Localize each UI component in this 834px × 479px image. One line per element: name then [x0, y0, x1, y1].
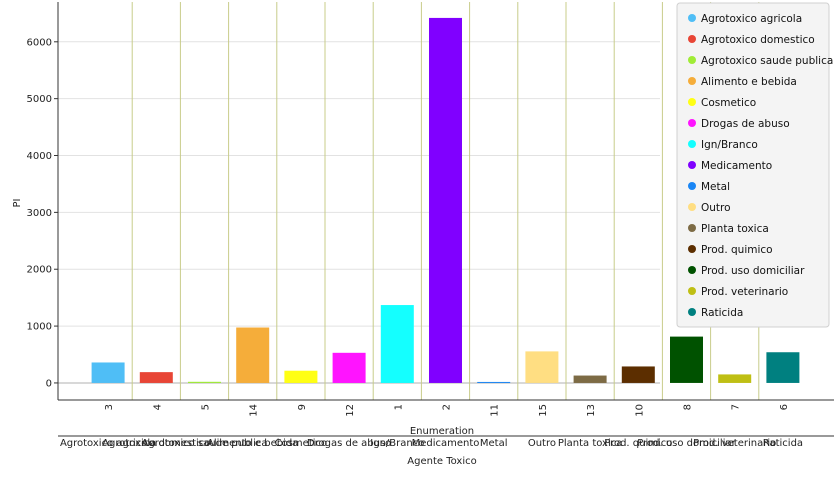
category-tick-label: Alimento e bebida — [207, 438, 298, 449]
legend-label: Agrotoxico agricola — [701, 13, 802, 25]
legend-swatch — [688, 224, 696, 232]
legend-label: Prod. quimico — [701, 244, 773, 256]
category-tick-label: Prod. veterinario — [693, 438, 776, 449]
category-tick-label: Cosmetico — [275, 438, 328, 449]
y-tick-label: 1000 — [27, 322, 52, 333]
legend-swatch — [688, 77, 696, 85]
legend-label: Metal — [701, 181, 730, 193]
legend-label: Ign/Branco — [701, 139, 758, 151]
legend: Agrotoxico agricola Agrotoxico domestico A… — [676, 2, 833, 328]
y-axis-label: PI — [12, 199, 23, 208]
bar-metal — [477, 381, 511, 383]
legend-label: Medicamento — [701, 160, 772, 172]
legend-swatch — [688, 14, 696, 22]
category-tick-label: Outro — [528, 438, 556, 449]
enumeration-tick-label: 6 — [779, 404, 790, 410]
bar-prod-uso-domiciliar — [670, 336, 703, 383]
legend-items: Agrotoxico agricola Agrotoxico domestico A… — [688, 13, 833, 319]
y-tick-label: 5000 — [27, 94, 52, 105]
legend-label: Agrotoxico saude publica — [701, 55, 833, 67]
category-tick-label: Ign/Branco — [370, 438, 424, 449]
legend-label: Prod. uso domiciliar — [701, 265, 805, 277]
enumeration-tick-label: 2 — [442, 404, 453, 410]
legend-box — [676, 2, 830, 328]
legend-label: Cosmetico — [701, 97, 756, 109]
enumeration-tick-labels: 3 4 5 14 9 12 1 2 11 15 13 10 8 7 6 — [104, 404, 790, 417]
enumeration-tick-label: 8 — [683, 404, 694, 410]
enumeration-tick-label: 7 — [731, 404, 742, 410]
category-tick-label: Drogas de abuso — [307, 438, 391, 449]
legend-label: Drogas de abuso — [701, 118, 790, 130]
bar-ign-branco — [380, 305, 414, 383]
enumeration-tick-label: 12 — [345, 404, 356, 417]
bar-agrotoxico-agricola — [91, 362, 125, 383]
legend-label: Agrotoxico domestico — [701, 34, 815, 46]
bar-raticida — [766, 352, 800, 383]
category-tick-label: Prod. uso domiciliar — [637, 438, 736, 449]
bar-alimento-e-bebida — [236, 327, 270, 383]
enumeration-tick-label: 14 — [249, 404, 260, 417]
legend-label: Raticida — [701, 307, 743, 319]
category-tick-label: Raticida — [763, 438, 803, 449]
legend-swatch — [688, 119, 696, 127]
bar-agrotoxico-domestico — [139, 372, 173, 383]
legend-swatch — [688, 161, 696, 169]
y-tick-label: 2000 — [27, 265, 52, 276]
enumeration-tick-label: 1 — [393, 404, 404, 410]
category-tick-label: Metal — [480, 438, 508, 449]
legend-swatch — [688, 35, 696, 43]
enumeration-tick-label: 10 — [634, 404, 645, 417]
legend-swatch — [688, 266, 696, 274]
enumeration-tick-label: 9 — [297, 404, 308, 410]
category-tick-label: Planta toxica — [558, 438, 623, 449]
legend-swatch — [688, 308, 696, 316]
enumeration-tick-label: 5 — [201, 404, 212, 410]
axes — [57, 2, 834, 437]
category-tick-label: Agrotoxico saude publica — [142, 438, 268, 449]
category-tick-label: Medicamento — [412, 438, 480, 449]
y-tick-label: 3000 — [27, 208, 52, 219]
x-axis-label: Agente Toxico — [407, 456, 476, 467]
legend-swatch — [688, 140, 696, 148]
bar-drogas-de-abuso — [332, 352, 366, 383]
bar-cosmetico — [284, 370, 318, 383]
y-tick-label: 6000 — [27, 37, 52, 48]
legend-label: Planta toxica — [701, 223, 769, 235]
enumeration-axis-label: Enumeration — [410, 426, 474, 437]
category-tick-label: Agrotoxico agricola — [60, 438, 156, 449]
category-tick-label: Prod. quimico — [604, 438, 672, 449]
legend-swatch — [688, 98, 696, 106]
enumeration-tick-label: 13 — [586, 404, 597, 417]
bar-outro — [525, 351, 559, 383]
bar-agrotoxico-saude-publica — [188, 381, 221, 383]
enumeration-tick-label: 11 — [490, 404, 501, 417]
legend-label: Prod. veterinario — [701, 286, 788, 298]
legend-label: Outro — [701, 202, 731, 214]
enumeration-tick-label: 4 — [152, 404, 163, 410]
bar-prod-veterinario — [718, 374, 752, 383]
legend-swatch — [688, 182, 696, 190]
bars — [91, 17, 800, 383]
legend-swatch — [688, 287, 696, 295]
category-tick-label: Agrotoxico domestico — [102, 438, 210, 449]
y-tick-label: 4000 — [27, 151, 52, 162]
category-separators — [131, 2, 760, 400]
bar-prod-quimico — [621, 366, 655, 383]
legend-swatch — [688, 56, 696, 64]
y-tick-label: 0 — [46, 378, 52, 389]
enumeration-tick-label: 3 — [104, 404, 115, 410]
bar-planta-toxica — [573, 375, 607, 383]
y-tick-labels: 0 1000 2000 3000 4000 5000 6000 — [27, 37, 58, 389]
legend-swatch — [688, 203, 696, 211]
legend-label: Alimento e bebida — [701, 76, 797, 88]
legend-swatch — [688, 245, 696, 253]
enumeration-tick-label: 15 — [538, 404, 549, 417]
grid-layer — [58, 41, 660, 384]
bar-medicamento — [429, 17, 462, 383]
